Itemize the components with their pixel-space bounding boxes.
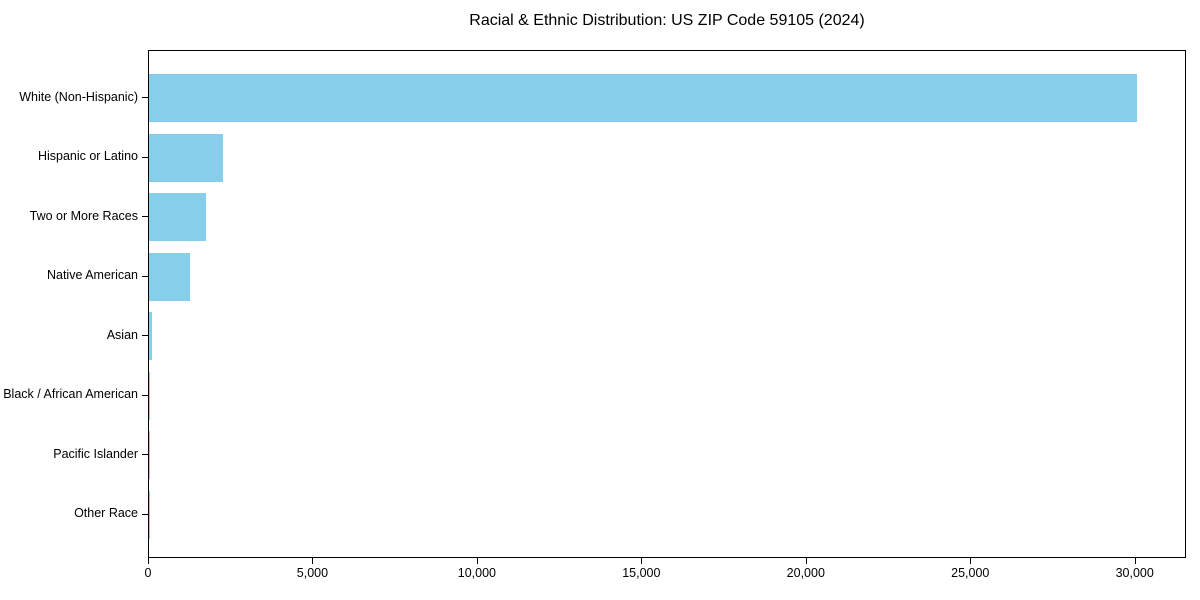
bar-pacific-islander [149, 431, 150, 479]
x-tick-mark [641, 558, 643, 564]
bar-two-or-more-races [149, 193, 206, 241]
x-tick-mark [476, 558, 478, 564]
y-tick-label: Pacific Islander [53, 446, 138, 461]
y-tick-label: Asian [106, 327, 138, 342]
x-tick-label: 5,000 [296, 566, 329, 580]
y-tick-label: White (Non-Hispanic) [19, 89, 138, 104]
bar-asian [149, 312, 152, 360]
bar-black-african-american [149, 371, 150, 420]
x-tick-label: 30,000 [1115, 566, 1154, 580]
x-tick-label: 15,000 [622, 566, 661, 580]
y-tick-label: Hispanic or Latino [37, 149, 138, 163]
x-tick-mark [1134, 558, 1136, 564]
plot-area [148, 50, 1186, 558]
x-tick-mark [970, 558, 972, 564]
y-tick-label: Native American [46, 268, 138, 282]
x-tick-label: 10,000 [457, 566, 497, 580]
y-tick-mark [142, 394, 148, 396]
y-tick-mark [142, 335, 148, 336]
x-tick-label: 0 [144, 566, 152, 580]
x-tick-mark [148, 558, 149, 564]
x-tick-label: 25,000 [951, 566, 990, 580]
x-tick-mark [805, 558, 807, 564]
y-tick-mark [142, 513, 148, 515]
y-tick-label: Two or More Races [29, 208, 138, 223]
y-tick-label: Black / African American [3, 387, 138, 401]
bar-white-non-hispanic [149, 74, 1138, 122]
y-tick-mark [142, 454, 148, 455]
y-tick-label: Other Race [74, 506, 138, 520]
chart-title: Racial & Ethnic Distribution: US ZIP Cod… [469, 12, 865, 29]
x-tick-label: 20,000 [786, 566, 825, 580]
bar-hispanic-or-latino [149, 133, 223, 182]
x-tick-mark [312, 558, 314, 564]
bar-native-american [149, 252, 191, 301]
y-tick-mark [142, 97, 148, 98]
y-tick-mark [142, 216, 148, 217]
y-tick-mark [142, 156, 148, 158]
y-tick-mark [142, 275, 148, 277]
